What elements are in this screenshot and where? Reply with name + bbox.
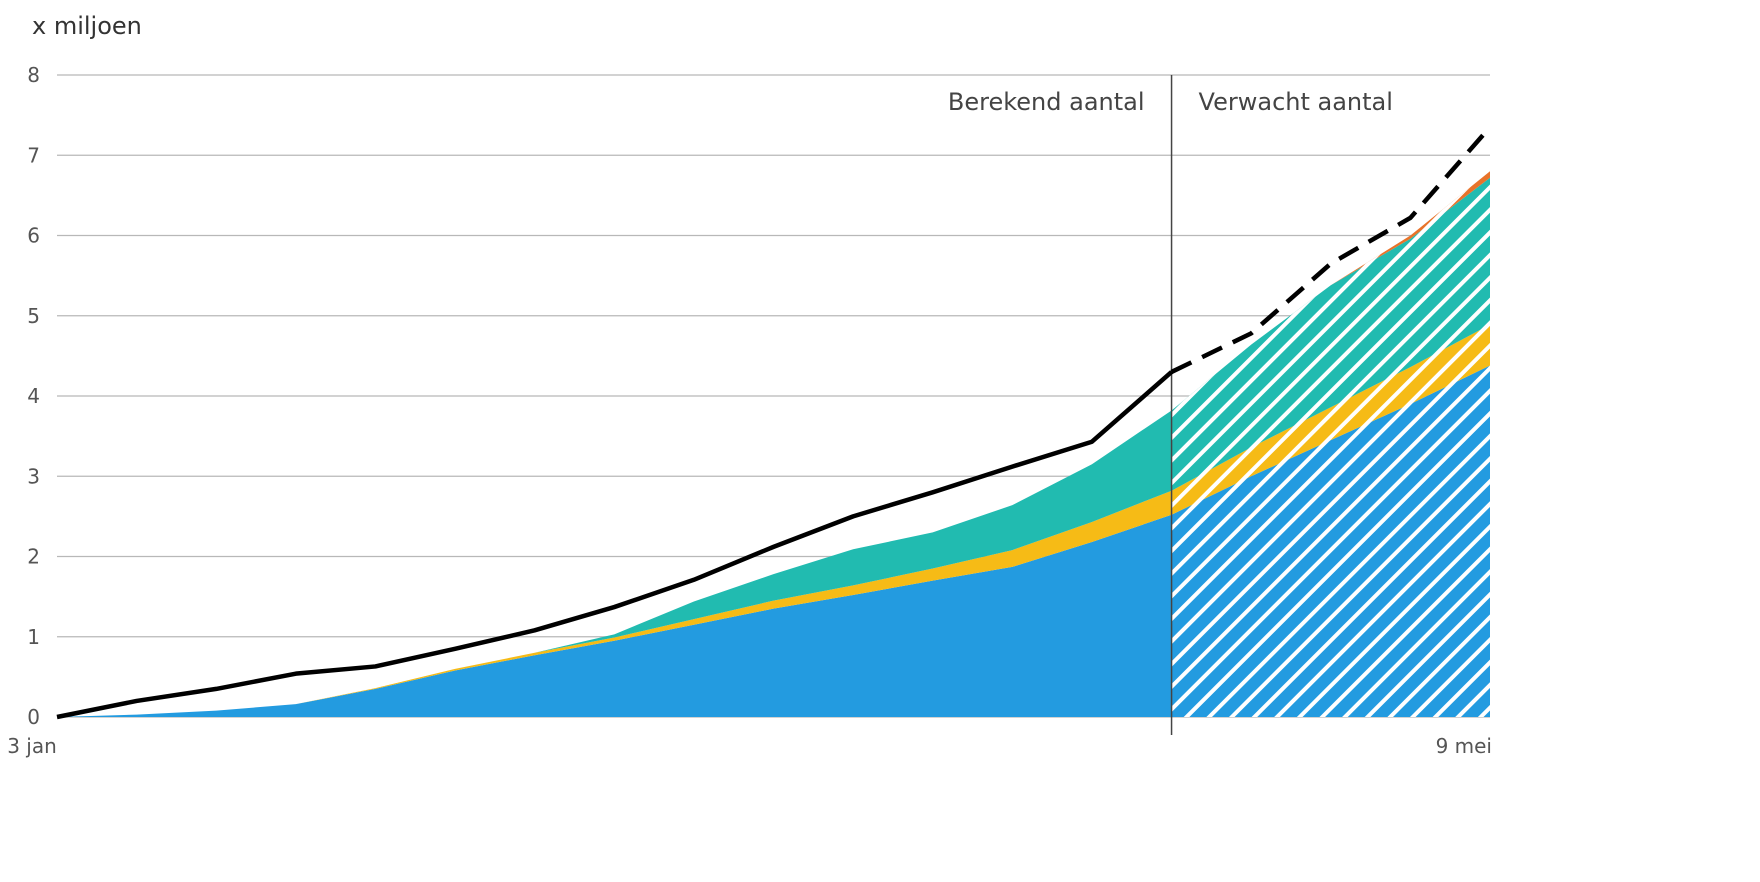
y-tick-label-0: 0 bbox=[27, 705, 40, 729]
y-unit-label: x miljoen bbox=[32, 12, 142, 40]
y-tick-label-3: 3 bbox=[27, 464, 40, 488]
x-tick-label-start: 3 jan bbox=[7, 734, 57, 758]
forecast-hatch bbox=[1171, 171, 1490, 718]
y-tick-label-6: 6 bbox=[27, 224, 40, 248]
total-line-expected bbox=[1170, 125, 1492, 374]
y-tick-label-4: 4 bbox=[27, 384, 40, 408]
area-blue bbox=[57, 365, 1490, 717]
annotation-expected: Verwacht aantal bbox=[1199, 88, 1393, 116]
y-tick-label-2: 2 bbox=[27, 545, 40, 569]
y-tick-label-7: 7 bbox=[27, 143, 40, 167]
axis-labels: 0 1 2 3 4 5 6 7 8 Berekend aantal Verwacht aantal 3… bbox=[7, 63, 1492, 758]
total-line-layer bbox=[56, 125, 1492, 720]
total-line-computed bbox=[56, 370, 1174, 720]
y-tick-label-5: 5 bbox=[27, 304, 40, 328]
forecast-hatch-area bbox=[1171, 171, 1490, 718]
annotation-computed: Berekend aantal bbox=[948, 88, 1145, 116]
x-tick-label-end: 9 mei bbox=[1436, 734, 1492, 758]
y-tick-label-1: 1 bbox=[27, 625, 40, 649]
y-tick-label-8: 8 bbox=[27, 63, 40, 87]
